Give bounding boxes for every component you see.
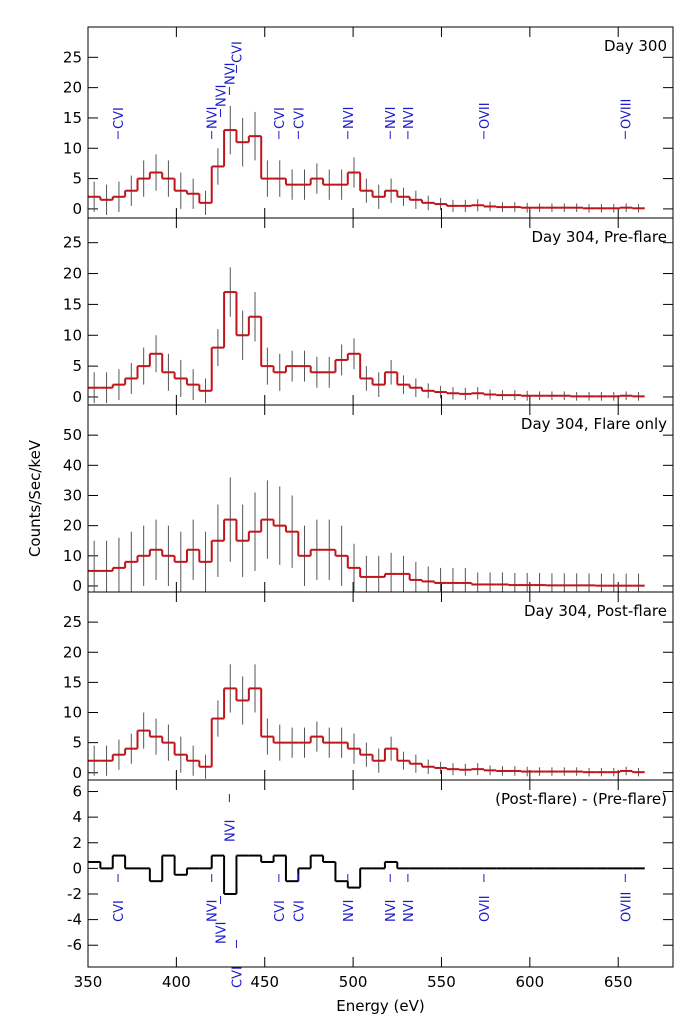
y-tick-label: 5: [72, 357, 82, 375]
y-tick-label: 0: [72, 577, 82, 595]
y-tick-label: 0: [72, 388, 82, 406]
y-tick-label: 40: [63, 456, 82, 474]
y-axis-label: Counts/Sec/keV: [26, 439, 44, 557]
x-tick-label: 500: [339, 973, 368, 991]
line-label: CVI: [292, 900, 307, 922]
y-tick-label: -6: [67, 936, 82, 954]
panel-frame: [87, 26, 674, 219]
line-label: NVI: [402, 900, 417, 922]
line-label: CVI: [230, 966, 245, 988]
line-label: OVIII: [619, 99, 634, 129]
line-label: OVII: [478, 895, 493, 922]
y-tick-label: -2: [67, 885, 82, 903]
line-label: NVI: [223, 820, 238, 842]
panel-frame: [87, 217, 674, 406]
line-label: NVI: [384, 107, 399, 129]
x-tick-label: 400: [162, 973, 191, 991]
panel-title: Day 304, Flare only: [521, 415, 667, 433]
line-label: NVI: [223, 63, 238, 85]
y-tick-label: 4: [72, 808, 82, 826]
y-tick-label: 25: [63, 613, 82, 631]
y-tick-label: -4: [67, 911, 82, 929]
panel-title: Day 304, Pre-flare: [531, 228, 667, 246]
line-label: CVI: [292, 107, 307, 129]
y-tick-label: 10: [63, 326, 82, 344]
y-tick-label: 25: [63, 48, 82, 66]
y-tick-label: 10: [63, 547, 82, 565]
y-tick-label: 10: [63, 139, 82, 157]
line-label: CVI: [273, 107, 288, 129]
y-tick-label: 15: [63, 295, 82, 313]
y-tick-label: 30: [63, 486, 82, 504]
line-label: NVI: [384, 900, 399, 922]
y-tick-label: 5: [72, 734, 82, 752]
line-label: CVI: [112, 107, 127, 129]
y-tick-label: 10: [63, 704, 82, 722]
panel-frame: [87, 591, 674, 781]
line-label: NVI: [342, 107, 357, 129]
line-label: CVI: [230, 41, 245, 63]
y-tick-label: 0: [72, 200, 82, 218]
panel-title: (Post-flare) - (Pre-flare): [495, 790, 667, 808]
line-label: NVI: [215, 85, 230, 107]
panel-frame: [87, 779, 674, 968]
y-tick-label: 20: [63, 643, 82, 661]
line-label: CVI: [273, 900, 288, 922]
line-label: NVI: [402, 107, 417, 129]
x-tick-label: 350: [74, 973, 103, 991]
y-tick-label: 50: [63, 426, 82, 444]
y-tick-label: 15: [63, 673, 82, 691]
x-tick-label: 650: [604, 973, 633, 991]
y-tick-label: 20: [63, 79, 82, 97]
y-tick-label: 6: [72, 783, 82, 801]
line-label: NVI: [342, 900, 357, 922]
line-label: OVIII: [619, 892, 634, 922]
y-tick-label: 25: [63, 234, 82, 252]
panel-title: Day 304, Post-flare: [524, 602, 667, 620]
line-label: OVII: [478, 102, 493, 129]
y-tick-label: 20: [63, 265, 82, 283]
y-tick-label: 0: [72, 764, 82, 782]
line-label: NVI: [206, 107, 221, 129]
y-tick-label: 20: [63, 517, 82, 535]
y-tick-label: 0: [72, 859, 82, 877]
line-label: NVI: [215, 922, 230, 944]
y-tick-label: 2: [72, 834, 82, 852]
panel-title: Day 300: [604, 37, 667, 55]
x-axis-label: Energy (eV): [336, 997, 424, 1015]
y-tick-label: 15: [63, 109, 82, 127]
y-tick-label: 5: [72, 170, 82, 188]
x-tick-label: 550: [427, 973, 456, 991]
line-label: CVI: [112, 900, 127, 922]
x-tick-label: 600: [516, 973, 545, 991]
panel-frame: [87, 404, 674, 593]
x-tick-label: 450: [250, 973, 279, 991]
line-label: NVI: [206, 900, 221, 922]
